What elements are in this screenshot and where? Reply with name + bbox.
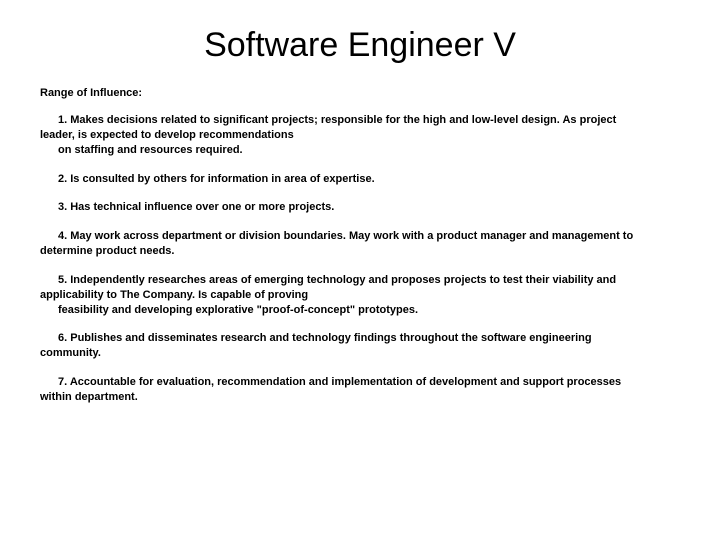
list-item: 1. Makes decisions related to significan… bbox=[40, 113, 680, 158]
item-lead: 7. Accountable for evaluation, recommend… bbox=[40, 376, 621, 388]
page-title: Software Engineer V bbox=[40, 26, 680, 65]
item-lead: 1. Makes decisions related to significan… bbox=[40, 114, 616, 126]
item-lead: 5. Independently researches areas of eme… bbox=[40, 274, 616, 286]
list-item: 3. Has technical influence over one or m… bbox=[40, 200, 680, 215]
section-label: Range of Influence: bbox=[40, 87, 680, 99]
item-wrap: within department. bbox=[40, 390, 680, 405]
list-item: 6. Publishes and disseminates research a… bbox=[40, 331, 680, 361]
item-lead: 6. Publishes and disseminates research a… bbox=[40, 332, 592, 344]
item-wrap: leader, is expected to develop recommend… bbox=[40, 128, 680, 143]
item-wrap: community. bbox=[40, 346, 680, 361]
item-cont: feasibility and developing explorative "… bbox=[40, 303, 680, 318]
list-item: 4. May work across department or divisio… bbox=[40, 229, 680, 259]
list-item: 7. Accountable for evaluation, recommend… bbox=[40, 375, 680, 405]
list-item: 5. Independently researches areas of eme… bbox=[40, 273, 680, 318]
list-item: 2. Is consulted by others for informatio… bbox=[40, 172, 680, 187]
item-lead: 3. Has technical influence over one or m… bbox=[40, 201, 334, 213]
item-wrap: determine product needs. bbox=[40, 244, 680, 259]
item-cont: on staffing and resources required. bbox=[40, 143, 680, 158]
item-lead: 2. Is consulted by others for informatio… bbox=[40, 173, 375, 185]
item-wrap: applicability to The Company. Is capable… bbox=[40, 288, 680, 303]
item-lead: 4. May work across department or divisio… bbox=[40, 230, 633, 242]
